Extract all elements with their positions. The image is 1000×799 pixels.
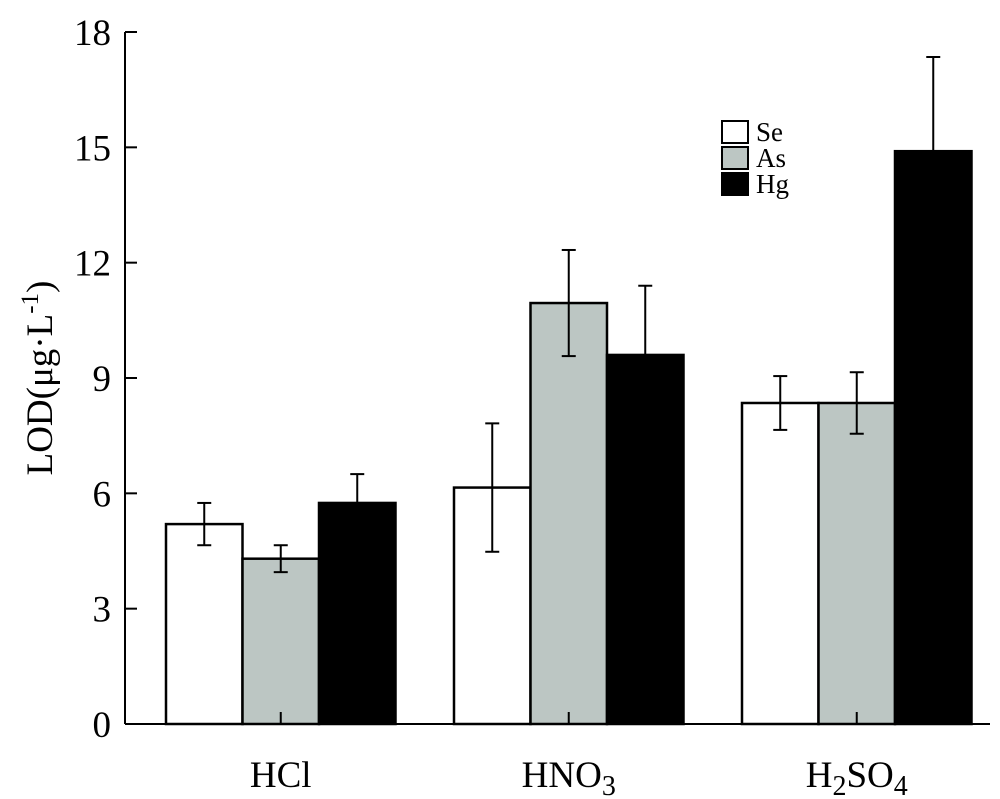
y-tick-label: 12 xyxy=(74,244,111,285)
y-tick-label: 6 xyxy=(93,474,112,515)
x-category-label: H2SO4 xyxy=(806,755,908,799)
bar xyxy=(529,301,609,726)
bar xyxy=(241,557,321,726)
y-tick-label: 9 xyxy=(93,359,112,400)
y-tick-label: 15 xyxy=(74,128,111,169)
bar xyxy=(740,401,820,726)
y-ticks-group: 0 3 6 9 12 15 18 xyxy=(74,13,137,746)
bar xyxy=(817,401,897,726)
y-tick-label: 18 xyxy=(74,13,111,54)
error-bars-group xyxy=(197,55,941,574)
x-category-label: HNO3 xyxy=(522,755,616,799)
legend-label: As xyxy=(756,143,786,173)
bar xyxy=(164,522,244,726)
bars-group xyxy=(164,149,973,726)
legend-swatch xyxy=(721,120,749,144)
y-tick-label: 3 xyxy=(93,590,112,631)
legend-swatch xyxy=(721,146,749,170)
legend-swatch xyxy=(721,172,749,196)
legend-label: Hg xyxy=(756,169,789,199)
y-axis-label: LOD(μg·L-1) xyxy=(17,281,61,476)
x-category-labels: HCl HNO3 H2SO4 xyxy=(250,712,908,799)
bar xyxy=(893,149,973,726)
legend-label: Se xyxy=(756,117,783,147)
bar xyxy=(317,501,397,726)
y-tick-label: 0 xyxy=(93,705,112,746)
x-category-label: HCl xyxy=(250,755,312,796)
